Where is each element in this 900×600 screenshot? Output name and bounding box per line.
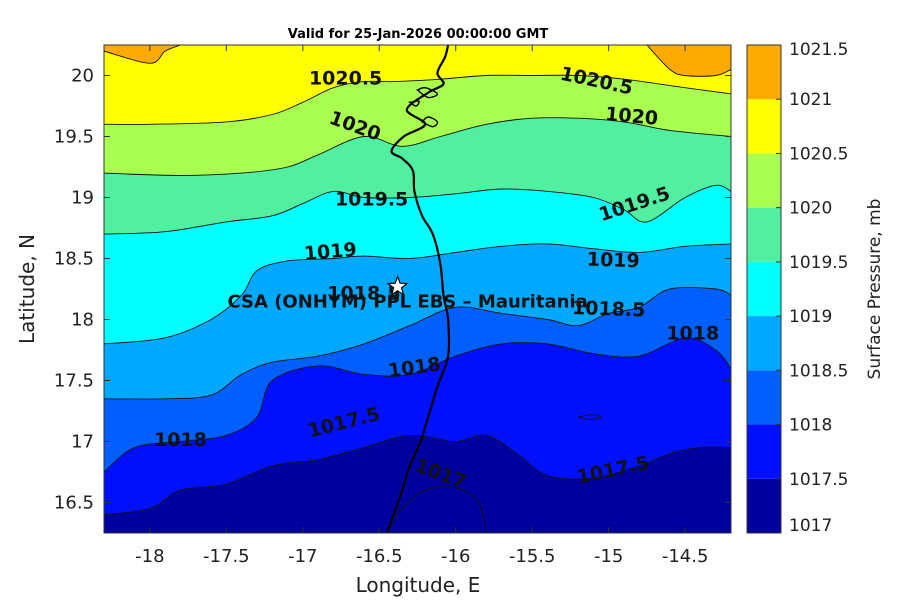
contour-line-7 [104, 337, 731, 473]
site-star-icon [386, 274, 409, 297]
contour-line-6 [104, 286, 731, 400]
colorbar-tick-label: 1018 [789, 416, 832, 436]
pressure-region-1 [646, 45, 731, 77]
colorbar-block-2 [747, 370, 781, 425]
x-tick-label: -15 [594, 546, 623, 567]
contour-line-1 [646, 45, 731, 77]
y-axis-label: Latitude, N [15, 234, 39, 344]
x-tick-label: -17 [288, 546, 317, 567]
colorbar-block-6 [747, 153, 781, 208]
colorbar-block-3 [747, 316, 781, 371]
contour-line-9 [104, 434, 731, 516]
contour-label-8: 1018.5 [327, 282, 400, 304]
colorbar-label: Surface Pressure, mb [865, 199, 885, 380]
colorbar-block-5 [747, 207, 781, 262]
colorbar-tick-label: 1021.5 [789, 40, 848, 60]
pressure-region-10 [386, 486, 487, 533]
x-tick-label: -18 [135, 546, 164, 567]
pressure-region-0 [104, 45, 181, 64]
colorbar-tick-label: 1018.5 [789, 361, 848, 381]
colorbar-frame [746, 44, 782, 534]
x-tick-label: -14.5 [662, 546, 709, 567]
x-axis-label: Longitude, E [356, 573, 481, 597]
y-tick-label: 16.5 [54, 493, 94, 514]
x-axis: -18 -17.5 -17 -16.5 -16 -15.5 -15 -14.5 [135, 45, 708, 567]
colorbar-tick-label: 1019 [789, 307, 832, 327]
colorbar-block-4 [747, 261, 781, 317]
y-tick-label: 18 [71, 310, 94, 331]
colorbar-tick-label: 1017 [789, 516, 832, 536]
y-axis: 16.5 17 17.5 18 18.5 19 19.5 20 [54, 66, 731, 514]
y-tick-label: 17 [71, 432, 94, 453]
colorbar-block-0 [747, 478, 781, 533]
y-tick-label: 17.5 [54, 371, 94, 392]
coast-island-2 [407, 100, 420, 107]
contour-label-9: 1018.5 [572, 297, 646, 322]
x-tick-label: -15.5 [509, 546, 556, 567]
coastline [385, 45, 451, 533]
contour-line-10 [386, 486, 487, 533]
coast-island-0 [415, 86, 439, 99]
contour-label-0: 1020.5 [309, 68, 382, 90]
x-tick-label: -16.5 [356, 546, 403, 567]
colorbar-tick-label: 1017.5 [789, 470, 848, 490]
coast-island-1 [420, 116, 439, 128]
chart-title: Valid for 25-Jan-2026 00:00:00 GMT [288, 27, 549, 42]
y-tick-label: 18.5 [54, 249, 94, 270]
colorbar: 1017 1017.5 1018 1018.5 1019 1019.5 1020 1020.5… [746, 40, 885, 536]
colorbar-tick-label: 1019.5 [789, 253, 848, 273]
colorbar-tick-label: 1021 [789, 90, 832, 110]
contour-label-11: 1018 [666, 323, 719, 345]
colorbar-block-8 [747, 45, 781, 100]
y-tick-label: 19 [71, 188, 94, 209]
colorbar-tick-label: 1020 [789, 199, 832, 219]
contour-label-4: 1019.5 [335, 188, 408, 210]
plot-frame [103, 44, 732, 534]
contour-label-6: 1019 [303, 239, 358, 266]
contour-label-7: 1019 [586, 249, 640, 273]
contour-line-8 [578, 414, 602, 420]
contour-line-5 [104, 243, 731, 345]
contour-line-0 [104, 45, 181, 64]
y-tick-label: 20 [71, 66, 94, 87]
contour-label-12: 1018 [154, 429, 207, 451]
x-tick-label: -16 [441, 546, 470, 567]
x-tick-label: -17.5 [203, 546, 250, 567]
colorbar-tick-label: 1020.5 [789, 144, 848, 164]
pressure-band-1020-5 [104, 45, 731, 125]
contour-line-3 [104, 117, 731, 176]
contour-label-3: 1020 [604, 103, 659, 130]
site-label: CSA (ONHYM) PPL EBS – Mauritania [227, 292, 587, 313]
contour-line-2 [104, 74, 731, 125]
contour-line-4 [104, 184, 731, 235]
colorbar-block-1 [747, 424, 781, 479]
colorbar-block-7 [747, 99, 781, 154]
y-tick-label: 19.5 [54, 127, 94, 148]
